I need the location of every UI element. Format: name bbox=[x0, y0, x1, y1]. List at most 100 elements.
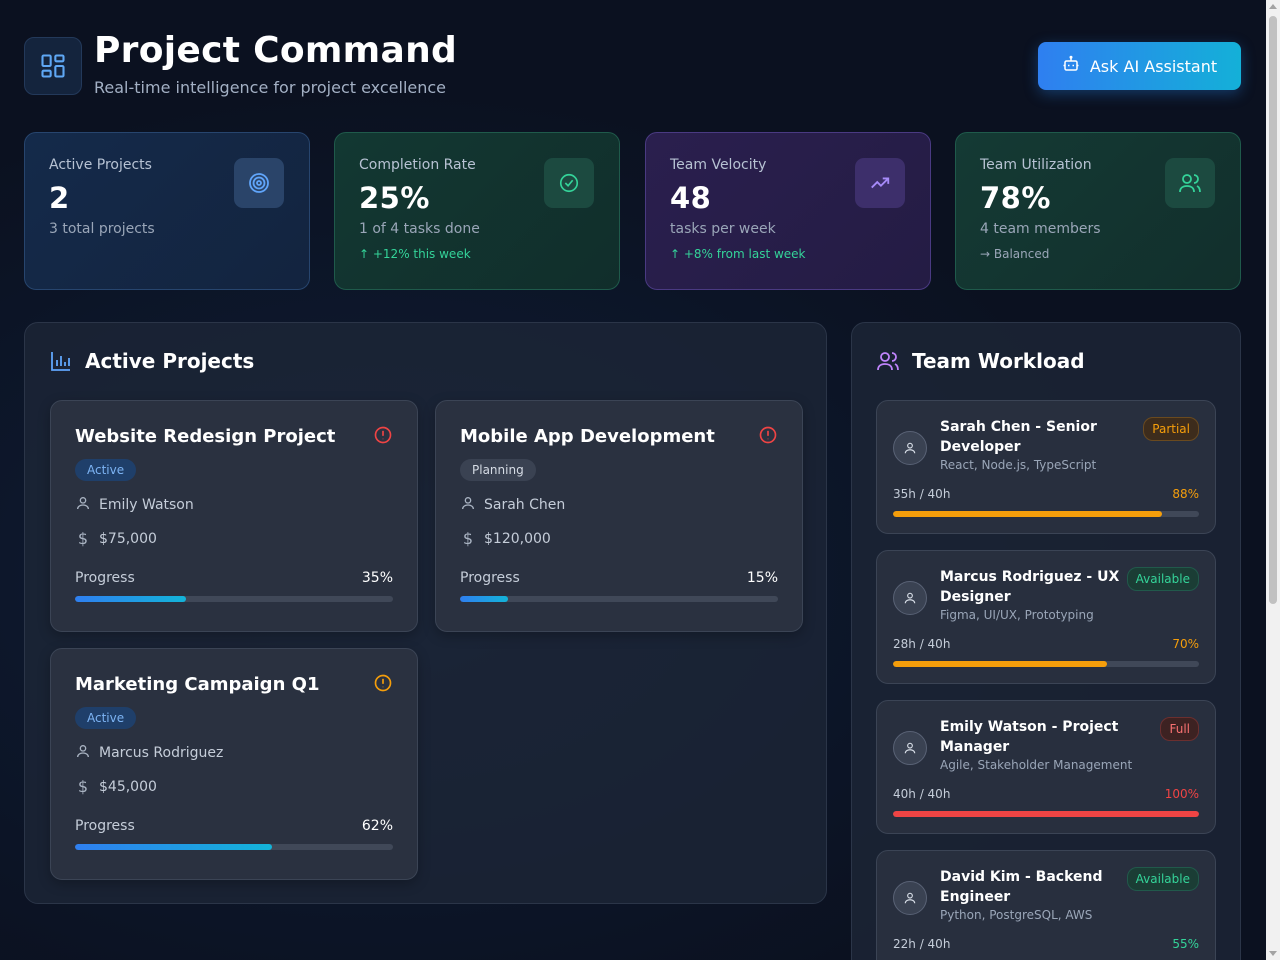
project-card[interactable]: Website Redesign Project Active Emily Wa… bbox=[50, 400, 418, 632]
budget-value: $120,000 bbox=[484, 530, 551, 547]
trending-up-icon bbox=[855, 158, 905, 208]
progress-percent: 15% bbox=[746, 570, 778, 586]
alert-circle-icon bbox=[758, 425, 778, 445]
budget-value: $75,000 bbox=[99, 530, 157, 547]
utilization-bar bbox=[893, 661, 1199, 667]
dollar-icon: $ bbox=[77, 777, 89, 796]
utilization-fill bbox=[893, 511, 1163, 517]
progress-fill bbox=[75, 596, 187, 602]
stat-value: 48 bbox=[670, 181, 712, 215]
utilization-percent: 88% bbox=[1172, 487, 1199, 501]
progress-header: Progress 15% bbox=[460, 570, 778, 586]
hours-text: 28h / 40h bbox=[893, 637, 951, 651]
member-name: Emily Watson - Project Manager bbox=[940, 719, 1119, 755]
stat-trend: ↑ +8% from last week bbox=[670, 247, 806, 261]
utilization-fill bbox=[893, 661, 1108, 667]
target-icon bbox=[234, 158, 284, 208]
progress-fill bbox=[75, 844, 273, 850]
progress-bar bbox=[75, 596, 393, 602]
member-name: Marcus Rodriguez - UX Designer bbox=[940, 569, 1120, 605]
avatar bbox=[893, 881, 927, 915]
hours-row: 28h / 40h 70% bbox=[893, 637, 1199, 651]
page-scrollbar[interactable] bbox=[1266, 0, 1280, 960]
progress-label: Progress bbox=[75, 570, 135, 586]
project-owner: Marcus Rodriguez bbox=[75, 743, 393, 763]
utilization-percent: 55% bbox=[1172, 937, 1199, 951]
page-subtitle: Real-time intelligence for project excel… bbox=[94, 78, 447, 97]
avatar bbox=[893, 731, 927, 765]
availability-badge: Partial bbox=[1143, 417, 1199, 441]
scroll-up-arrow-icon[interactable] bbox=[1269, 4, 1277, 9]
progress-header: Progress 35% bbox=[75, 570, 393, 586]
hours-row: 35h / 40h 88% bbox=[893, 487, 1199, 501]
stat-value: 2 bbox=[49, 181, 70, 215]
dollar-icon: $ bbox=[462, 529, 474, 548]
stat-value: 25% bbox=[359, 181, 430, 215]
scrollbar-thumb[interactable] bbox=[1269, 16, 1277, 604]
stat-label: Team Utilization bbox=[980, 157, 1092, 173]
team-member-card[interactable]: David Kim - Backend Engineer Python, Pos… bbox=[876, 850, 1216, 960]
project-name: Mobile App Development bbox=[460, 426, 715, 447]
utilization-bar bbox=[893, 811, 1199, 817]
utilization-percent: 100% bbox=[1164, 787, 1199, 801]
ask-ai-assistant-button[interactable]: Ask AI Assistant bbox=[1038, 42, 1241, 90]
avatar bbox=[893, 431, 927, 465]
project-budget: $ $75,000 bbox=[75, 529, 393, 548]
hours-text: 22h / 40h bbox=[893, 937, 951, 951]
stat-value: 78% bbox=[980, 181, 1051, 215]
page-title: Project Command bbox=[94, 30, 458, 71]
progress-bar bbox=[75, 844, 393, 850]
team-member-card[interactable]: Emily Watson - Project Manager Agile, St… bbox=[876, 700, 1216, 834]
team-member-card[interactable]: Sarah Chen - Senior Developer React, Nod… bbox=[876, 400, 1216, 534]
hours-text: 35h / 40h bbox=[893, 487, 951, 501]
avatar bbox=[893, 581, 927, 615]
project-name: Website Redesign Project bbox=[75, 426, 336, 447]
progress-label: Progress bbox=[75, 818, 135, 834]
member-skills: Figma, UI/UX, Prototyping bbox=[940, 608, 1094, 622]
member-skills: Agile, Stakeholder Management bbox=[940, 758, 1133, 772]
owner-name: Marcus Rodriguez bbox=[99, 745, 224, 761]
stat-label: Active Projects bbox=[49, 157, 152, 173]
bar-chart-icon bbox=[49, 349, 73, 373]
availability-badge: Available bbox=[1126, 567, 1199, 591]
member-skills: React, Node.js, TypeScript bbox=[940, 458, 1097, 472]
panel-title: Active Projects bbox=[85, 349, 255, 373]
stat-subtext: 1 of 4 tasks done bbox=[359, 221, 480, 237]
status-badge: Planning bbox=[460, 459, 536, 481]
progress-fill bbox=[460, 596, 508, 602]
utilization-fill bbox=[893, 811, 1199, 817]
user-icon bbox=[460, 495, 476, 515]
stat-card-team-utilization: Team Utilization 78% 4 team members → Ba… bbox=[955, 132, 1241, 290]
stat-subtext: 4 team members bbox=[980, 221, 1101, 237]
member-name: David Kim - Backend Engineer bbox=[940, 869, 1103, 905]
check-circle-icon bbox=[544, 158, 594, 208]
member-name: Sarah Chen - Senior Developer bbox=[940, 419, 1097, 455]
status-badge: Active bbox=[75, 459, 137, 481]
dashboard-logo-icon bbox=[24, 37, 82, 95]
owner-name: Emily Watson bbox=[99, 497, 194, 513]
availability-badge: Available bbox=[1126, 867, 1199, 891]
project-card[interactable]: Marketing Campaign Q1 Active Marcus Rodr… bbox=[50, 648, 418, 880]
scroll-down-arrow-icon[interactable] bbox=[1269, 951, 1277, 956]
project-name: Marketing Campaign Q1 bbox=[75, 674, 320, 695]
status-badge: Active bbox=[75, 707, 137, 729]
alert-circle-icon bbox=[373, 425, 393, 445]
header: Project Command Real-time intelligence f… bbox=[24, 30, 1241, 102]
user-icon bbox=[75, 495, 91, 515]
project-card[interactable]: Mobile App Development Planning Sarah Ch… bbox=[435, 400, 803, 632]
user-icon bbox=[75, 743, 91, 763]
stat-subtext: tasks per week bbox=[670, 221, 776, 237]
stat-subtext: 3 total projects bbox=[49, 221, 155, 237]
stat-label: Team Velocity bbox=[670, 157, 767, 173]
progress-label: Progress bbox=[460, 570, 520, 586]
project-budget: $ $120,000 bbox=[460, 529, 778, 548]
stat-trend: ↑ +12% this week bbox=[359, 247, 471, 261]
stat-card-active-projects: Active Projects 2 3 total projects bbox=[24, 132, 310, 290]
availability-badge: Full bbox=[1160, 717, 1199, 741]
member-skills: Python, PostgreSQL, AWS bbox=[940, 908, 1093, 922]
ask-ai-assistant-label: Ask AI Assistant bbox=[1089, 56, 1218, 76]
progress-bar bbox=[460, 596, 778, 602]
team-member-card[interactable]: Marcus Rodriguez - UX Designer Figma, UI… bbox=[876, 550, 1216, 684]
team-workload-panel: Team Workload Sarah Chen - Senior Develo… bbox=[851, 322, 1241, 960]
